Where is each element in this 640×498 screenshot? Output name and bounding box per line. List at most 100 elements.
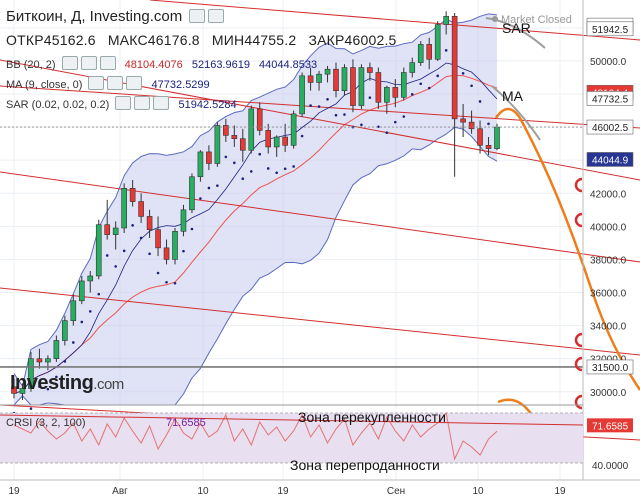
candle	[180, 209, 187, 232]
sar-dot	[283, 167, 287, 171]
candle	[290, 113, 297, 146]
candle	[485, 144, 492, 149]
y-tick-label: 34000.0	[590, 322, 627, 333]
sar-dot	[478, 100, 482, 103]
candle	[45, 358, 51, 363]
candle	[78, 280, 85, 302]
ma-line	[13, 62, 498, 394]
candle	[121, 188, 127, 229]
eye-icon[interactable]	[208, 9, 225, 23]
crsi-series: 71.6585 40.0000	[0, 411, 633, 472]
market-status-dot	[492, 16, 498, 22]
candle	[62, 320, 68, 341]
sar-dot	[292, 165, 295, 168]
settings-icon[interactable]	[61, 56, 78, 70]
x-tick-label: 10	[197, 486, 209, 497]
eye-icon[interactable]	[134, 96, 151, 110]
level-markers	[574, 177, 583, 410]
price-label-box	[586, 119, 634, 135]
sar-dot	[266, 167, 270, 170]
sar-forecast-arrow	[485, 17, 546, 49]
sar-dot	[182, 249, 185, 253]
candle	[307, 75, 314, 83]
sar-dot	[88, 310, 92, 313]
candle	[468, 121, 475, 130]
level-marker	[574, 177, 583, 193]
close-icon[interactable]	[153, 96, 170, 110]
candle	[350, 67, 356, 106]
crsi-value-box	[587, 418, 633, 433]
candle	[112, 227, 119, 235]
candle	[443, 15, 449, 25]
chart-title-text: Биткоин, Д, Investing.com	[6, 8, 183, 25]
sar-dot	[139, 236, 143, 240]
sar-dot	[309, 104, 312, 107]
indicator-ma-name: MA (9, close, 0)	[6, 79, 83, 91]
indicator-sar: SAR (0.02, 0.02, 0.2) 51942.5284	[6, 96, 237, 111]
sar-dot	[165, 280, 168, 284]
price-label: 44044.9	[592, 155, 629, 166]
sar-annotation: SAR	[502, 20, 531, 36]
x-axis: 19 Авг 10 19 Сен 10 19	[0, 479, 640, 497]
overbought-label: Зона перекупленности	[298, 409, 446, 425]
candle	[477, 128, 483, 146]
candle	[316, 73, 322, 83]
crsi-zone	[0, 413, 583, 463]
sar-dot	[105, 254, 109, 257]
sar-dot	[148, 252, 151, 256]
sar-dot	[300, 134, 304, 138]
level-marker	[574, 332, 583, 348]
eye-icon[interactable]	[80, 56, 97, 70]
indicator-ma: MA (9, close, 0) 47732.5299	[6, 76, 210, 91]
sar-dot	[80, 320, 84, 324]
eye-icon[interactable]	[107, 76, 124, 90]
sar-dot	[334, 113, 338, 117]
x-tick-label: Авг	[112, 486, 128, 497]
sar-dot	[29, 407, 33, 410]
sar-dot	[63, 360, 67, 363]
candle	[163, 247, 170, 260]
bb-band-fill	[14, 13, 497, 406]
price-label-box	[586, 152, 634, 167]
ohlc-close-value: 46002.5	[344, 32, 397, 48]
sar-dot	[55, 375, 58, 379]
price-label: 31500.0	[592, 363, 629, 374]
candle	[206, 151, 212, 164]
ohlc-low-label: МИН	[211, 32, 245, 48]
sar-dot	[258, 152, 262, 156]
candle	[231, 135, 238, 139]
y-tick-label: 42000.0	[590, 189, 627, 200]
investing-logo: Investing.com	[10, 372, 124, 395]
bb-middle-line	[13, 74, 498, 394]
investing-logo-brand: Investing	[10, 372, 94, 394]
x-tick-label: 19	[8, 486, 20, 497]
ohlc-high-value: 46176.8	[147, 32, 200, 48]
level-marker	[574, 212, 583, 228]
price-label-box	[586, 359, 634, 375]
ohlc-open-label: ОТКР	[6, 32, 44, 48]
candle	[273, 136, 280, 148]
sar-dot	[487, 122, 490, 126]
settings-icon[interactable]	[115, 96, 132, 110]
y-tick-label: 40000.0	[590, 222, 627, 233]
settings-icon[interactable]	[88, 76, 105, 90]
candle	[248, 108, 255, 151]
indicator-bb-upper: 52163.9619	[191, 59, 250, 71]
candle	[367, 67, 373, 73]
price-label: 47732.5	[592, 94, 629, 105]
trend-line	[0, 171, 640, 263]
candle	[19, 388, 26, 394]
sar-dot	[114, 265, 117, 268]
price-label: 51942.5	[592, 25, 629, 36]
candle	[129, 188, 136, 202]
close-icon[interactable]	[99, 56, 116, 70]
x-tick-labels: 19 Авг 10 19 Сен 10 19	[8, 486, 566, 497]
close-icon[interactable]	[126, 76, 143, 90]
candle	[460, 118, 466, 123]
settings-icon[interactable]	[189, 9, 206, 23]
candle	[417, 44, 424, 63]
candle	[11, 386, 17, 394]
price-labels: 52164.051942.548104.447732.546002.544044…	[586, 17, 634, 375]
indicator-sar-name: SAR (0.02, 0.02, 0.2)	[6, 99, 110, 111]
